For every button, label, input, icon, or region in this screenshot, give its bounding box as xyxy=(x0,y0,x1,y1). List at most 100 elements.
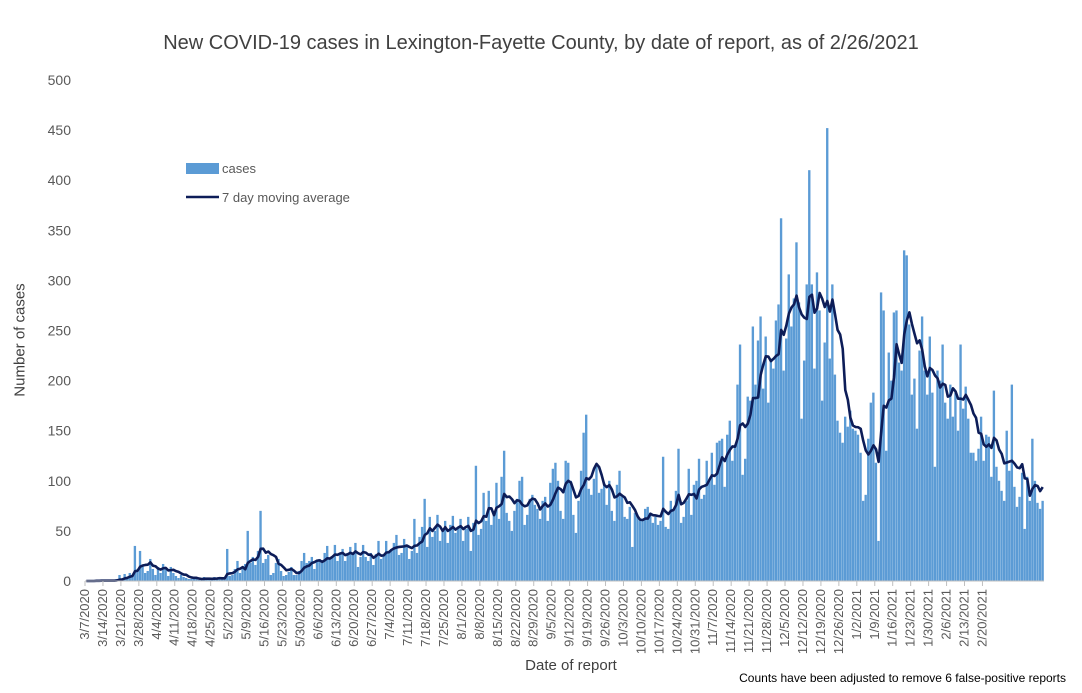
bar xyxy=(513,510,516,581)
x-tick-label: 1/9/2021 xyxy=(867,589,882,640)
bar xyxy=(449,524,452,581)
bar xyxy=(1002,500,1006,581)
bar xyxy=(700,498,703,581)
bar xyxy=(372,564,375,581)
bar xyxy=(485,520,488,581)
bar xyxy=(277,558,280,581)
bar xyxy=(856,434,860,581)
bar xyxy=(377,540,380,581)
bar xyxy=(944,402,947,581)
bar xyxy=(231,574,234,581)
legend: cases 7 day moving average xyxy=(186,161,350,205)
bar xyxy=(602,482,606,581)
x-tick-label: 10/17/2020 xyxy=(651,589,666,654)
bar xyxy=(269,574,272,581)
bar xyxy=(908,324,911,581)
bar xyxy=(672,510,675,581)
bar xyxy=(646,506,649,581)
bar xyxy=(759,316,762,581)
bar xyxy=(1036,502,1039,581)
x-tick-label: 8/29/2020 xyxy=(526,589,541,647)
bar xyxy=(554,462,557,581)
bar xyxy=(520,476,524,581)
bar xyxy=(226,548,229,581)
bar xyxy=(241,566,244,581)
x-tick-label: 10/3/2020 xyxy=(615,589,630,647)
bar xyxy=(1008,470,1011,581)
x-tick-label: 4/18/2020 xyxy=(185,589,200,647)
bar xyxy=(341,548,344,581)
bar xyxy=(931,392,934,581)
bar xyxy=(890,380,893,581)
bar xyxy=(687,468,690,581)
bar xyxy=(577,500,580,581)
bar xyxy=(915,428,919,581)
bar xyxy=(1005,430,1008,581)
x-tick-label: 8/1/2020 xyxy=(454,589,469,640)
bar xyxy=(251,556,255,581)
bar xyxy=(861,500,865,581)
bar xyxy=(826,128,829,581)
bar xyxy=(274,562,278,581)
x-tick-label: 7/25/2020 xyxy=(436,589,451,647)
bar xyxy=(849,410,852,581)
bar xyxy=(243,563,247,581)
bar xyxy=(869,402,872,581)
bar xyxy=(985,434,988,581)
bar xyxy=(941,344,944,581)
bar xyxy=(1038,508,1042,581)
bar xyxy=(920,316,924,581)
bar xyxy=(597,492,601,581)
bar xyxy=(415,552,419,581)
bar xyxy=(305,562,308,581)
bar xyxy=(928,336,931,581)
bar xyxy=(143,572,147,581)
bar xyxy=(736,384,739,581)
bar xyxy=(979,416,983,581)
bar xyxy=(185,577,188,581)
bar xyxy=(477,534,480,581)
bar xyxy=(497,518,501,581)
x-tick-label: 9/19/2020 xyxy=(580,589,595,647)
bar xyxy=(282,575,285,581)
bar xyxy=(728,420,731,581)
bar xyxy=(836,420,839,581)
bar xyxy=(182,576,185,581)
bar xyxy=(538,518,542,581)
bar xyxy=(179,574,183,581)
y-tick-label: 150 xyxy=(48,423,72,439)
bar xyxy=(428,516,431,581)
bar xyxy=(818,310,821,581)
x-tick-label: 12/5/2020 xyxy=(777,589,792,647)
bar xyxy=(502,450,506,581)
x-tick-label: 7/4/2020 xyxy=(382,589,397,640)
bar xyxy=(479,528,483,581)
bar xyxy=(608,480,611,581)
bar xyxy=(161,563,165,581)
bar xyxy=(1015,506,1019,581)
bar xyxy=(551,468,555,581)
bar xyxy=(131,574,134,581)
bar xyxy=(838,432,842,581)
bar xyxy=(820,400,824,581)
bar xyxy=(559,510,562,581)
y-axis: 0 50 100 150 200 250 300 350 400 450 500 xyxy=(48,72,72,589)
x-tick-label: 10/24/2020 xyxy=(669,589,684,654)
bar xyxy=(426,546,429,581)
bar xyxy=(310,556,314,581)
bar xyxy=(397,554,401,581)
bar xyxy=(572,514,575,581)
bar xyxy=(633,512,637,581)
bar xyxy=(561,518,565,581)
bar xyxy=(964,386,967,581)
bar xyxy=(592,478,596,581)
bar xyxy=(379,558,383,581)
x-tick-label: 4/4/2020 xyxy=(149,589,164,640)
bar xyxy=(436,514,439,581)
bar xyxy=(505,512,508,581)
bar xyxy=(1000,490,1003,581)
bar xyxy=(892,312,896,581)
bar xyxy=(295,574,298,581)
bar xyxy=(851,428,855,581)
bar xyxy=(546,520,549,581)
